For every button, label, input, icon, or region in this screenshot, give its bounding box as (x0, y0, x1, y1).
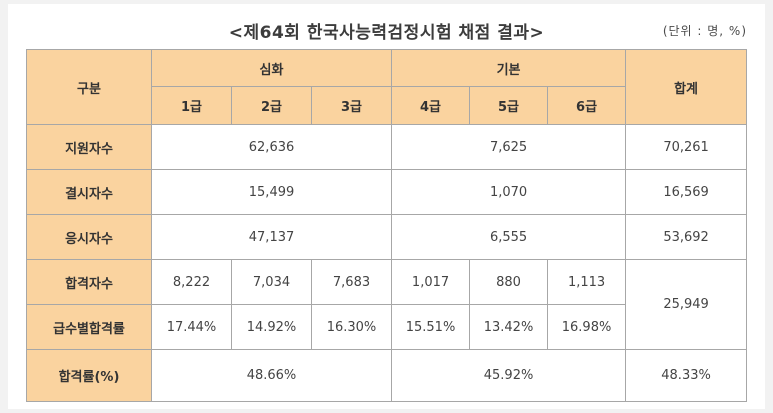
row-label-passers: 합격자수 (26, 259, 152, 305)
table-row-absentees: 결시자수 15,499 1,070 16,569 (26, 169, 748, 215)
results-panel: <제64회 한국사능력검정시험 채점 결과> (단위 : 명, %) 구분 심화… (8, 4, 765, 409)
grade-pass-rate-6: 16.98% (547, 304, 627, 350)
header-total: 합계 (625, 49, 748, 125)
row-label-pass-rate: 합격률(%) (26, 349, 152, 402)
header-category: 구분 (26, 49, 152, 125)
row-label-grade-pass-rate: 급수별합격률 (26, 304, 152, 350)
row-label-examinees: 응시자수 (26, 214, 152, 260)
header-grade-5: 5급 (469, 86, 549, 125)
header-advanced: 심화 (150, 49, 393, 87)
page-title: <제64회 한국사능력검정시험 채점 결과> (228, 23, 545, 43)
grade-pass-rate-3: 16.30% (310, 304, 393, 350)
header-grade-4: 4급 (391, 86, 471, 125)
grade-pass-rate-5: 13.42% (469, 304, 549, 350)
passers-grade-2: 7,034 (231, 259, 312, 305)
absentees-total: 16,569 (625, 169, 748, 215)
header-row-grades: 1급 2급 3급 4급 5급 6급 (27, 86, 747, 125)
header-grade-3: 3급 (310, 86, 393, 125)
header-grade-2: 2급 (231, 86, 312, 125)
passers-grade-6: 1,113 (547, 259, 627, 305)
results-table: 구분 심화 기본 합계 1급 2급 3급 4급 5급 6급 지원자수 62,63… (26, 49, 748, 402)
passers-grade-1: 8,222 (151, 259, 232, 305)
applicants-advanced: 62,636 (150, 124, 393, 170)
unit-note: (단위 : 명, %) (662, 24, 747, 38)
passers-grade-5: 880 (469, 259, 549, 305)
table-row-examinees: 응시자수 47,137 6,555 53,692 (26, 214, 748, 260)
table-row-grade-pass-rate: 급수별합격률 17.44% 14.92% 16.30% 15.51% 13.42… (26, 304, 747, 350)
header-basic: 기본 (391, 49, 627, 87)
applicants-basic: 7,625 (391, 124, 627, 170)
pass-rate-total: 48.33% (625, 349, 748, 402)
table-row-applicants: 지원자수 62,636 7,625 70,261 (26, 124, 748, 170)
examinees-advanced: 47,137 (150, 214, 393, 260)
grade-pass-rate-4: 15.51% (391, 304, 471, 350)
header-row-top: 구분 심화 기본 합계 (26, 49, 748, 125)
pass-rate-basic: 45.92% (391, 349, 627, 402)
header-grade-6: 6급 (547, 86, 627, 125)
examinees-basic: 6,555 (391, 214, 627, 260)
passers-total: 25,949 (625, 259, 748, 350)
passers-grade-3: 7,683 (310, 259, 393, 305)
pass-rate-advanced: 48.66% (150, 349, 393, 402)
table-row-pass-rate: 합격률(%) 48.66% 45.92% 48.33% (26, 349, 748, 402)
examinees-total: 53,692 (625, 214, 748, 260)
table-row-passers: 합격자수 8,222 7,034 7,683 1,017 880 1,113 2… (26, 259, 748, 350)
passers-grade-4: 1,017 (391, 259, 471, 305)
applicants-total: 70,261 (625, 124, 748, 170)
row-label-absentees: 결시자수 (26, 169, 152, 215)
absentees-advanced: 15,499 (150, 169, 393, 215)
grade-pass-rate-2: 14.92% (231, 304, 312, 350)
grade-pass-rate-1: 17.44% (151, 304, 232, 350)
absentees-basic: 1,070 (391, 169, 627, 215)
header-grade-1: 1급 (151, 86, 232, 125)
row-label-applicants: 지원자수 (26, 124, 152, 170)
